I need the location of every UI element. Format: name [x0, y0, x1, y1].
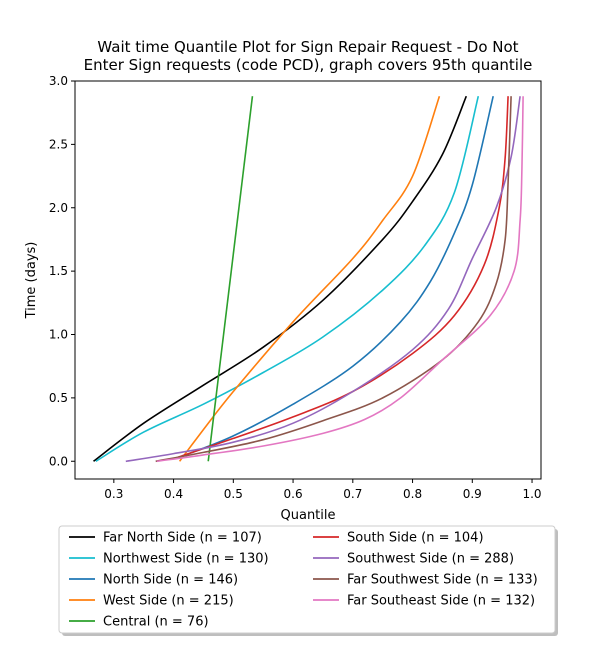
y-tick-label: 2.5 [49, 137, 68, 151]
series-line-2 [185, 96, 494, 456]
chart-title-line: Wait time Quantile Plot for Sign Repair … [97, 38, 518, 56]
legend-entry: Far Southeast Side (n = 132) [347, 594, 535, 609]
legend-entry: Central (n = 76) [103, 615, 209, 630]
legend-box [58, 525, 556, 634]
y-tick-label: 0.0 [49, 454, 68, 468]
series-lines [93, 95, 524, 463]
x-tick-label: 0.5 [224, 487, 243, 501]
x-axis-label: Quantile [281, 508, 336, 523]
series-line-8 [156, 96, 524, 463]
y-tick-label: 1.0 [49, 328, 68, 342]
x-tick-label: 0.4 [164, 487, 183, 501]
y-axis-label: Time (days) [24, 242, 39, 320]
plot-frame [74, 80, 542, 480]
y-axis-ticks: 0.0 0.5 1.0 1.5 2.0 2.5 3.0 [49, 74, 75, 468]
legend-entry: Southwest Side (n = 288) [347, 552, 514, 567]
legend-entry: Northwest Side (n = 130) [103, 552, 269, 567]
series-line-1 [95, 96, 480, 462]
series-line-4 [207, 96, 254, 462]
series-line-3 [178, 95, 441, 462]
legend-entry: South Side (n = 104) [347, 531, 484, 546]
series-line-0 [93, 95, 468, 462]
y-tick-label: 1.5 [49, 264, 68, 278]
series-line-6 [125, 96, 521, 463]
chart-title-line: Enter Sign requests (code PCD), graph co… [84, 56, 533, 74]
y-tick-label: 3.0 [49, 74, 68, 88]
legend: Far North Side (n = 107) Northwest Side (… [58, 525, 558, 636]
x-tick-label: 1.0 [522, 487, 541, 501]
x-tick-label: 0.3 [104, 487, 123, 501]
y-tick-label: 0.5 [49, 391, 68, 405]
series-line-5 [173, 96, 509, 460]
x-tick-label: 0.7 [343, 487, 362, 501]
legend-entry: Far Southwest Side (n = 133) [347, 573, 538, 588]
x-tick-label: 0.6 [284, 487, 303, 501]
legend-entry: West Side (n = 215) [103, 594, 234, 609]
legend-entry: North Side (n = 146) [103, 573, 238, 588]
chart-title: Wait time Quantile Plot for Sign Repair … [84, 38, 533, 74]
legend-entry: Far North Side (n = 107) [103, 531, 262, 546]
x-tick-label: 0.8 [403, 487, 422, 501]
y-tick-label: 2.0 [49, 201, 68, 215]
x-tick-label: 0.9 [463, 487, 482, 501]
x-axis-ticks: 0.3 0.4 0.5 0.6 0.7 0.8 0.9 1.0 [104, 479, 542, 501]
